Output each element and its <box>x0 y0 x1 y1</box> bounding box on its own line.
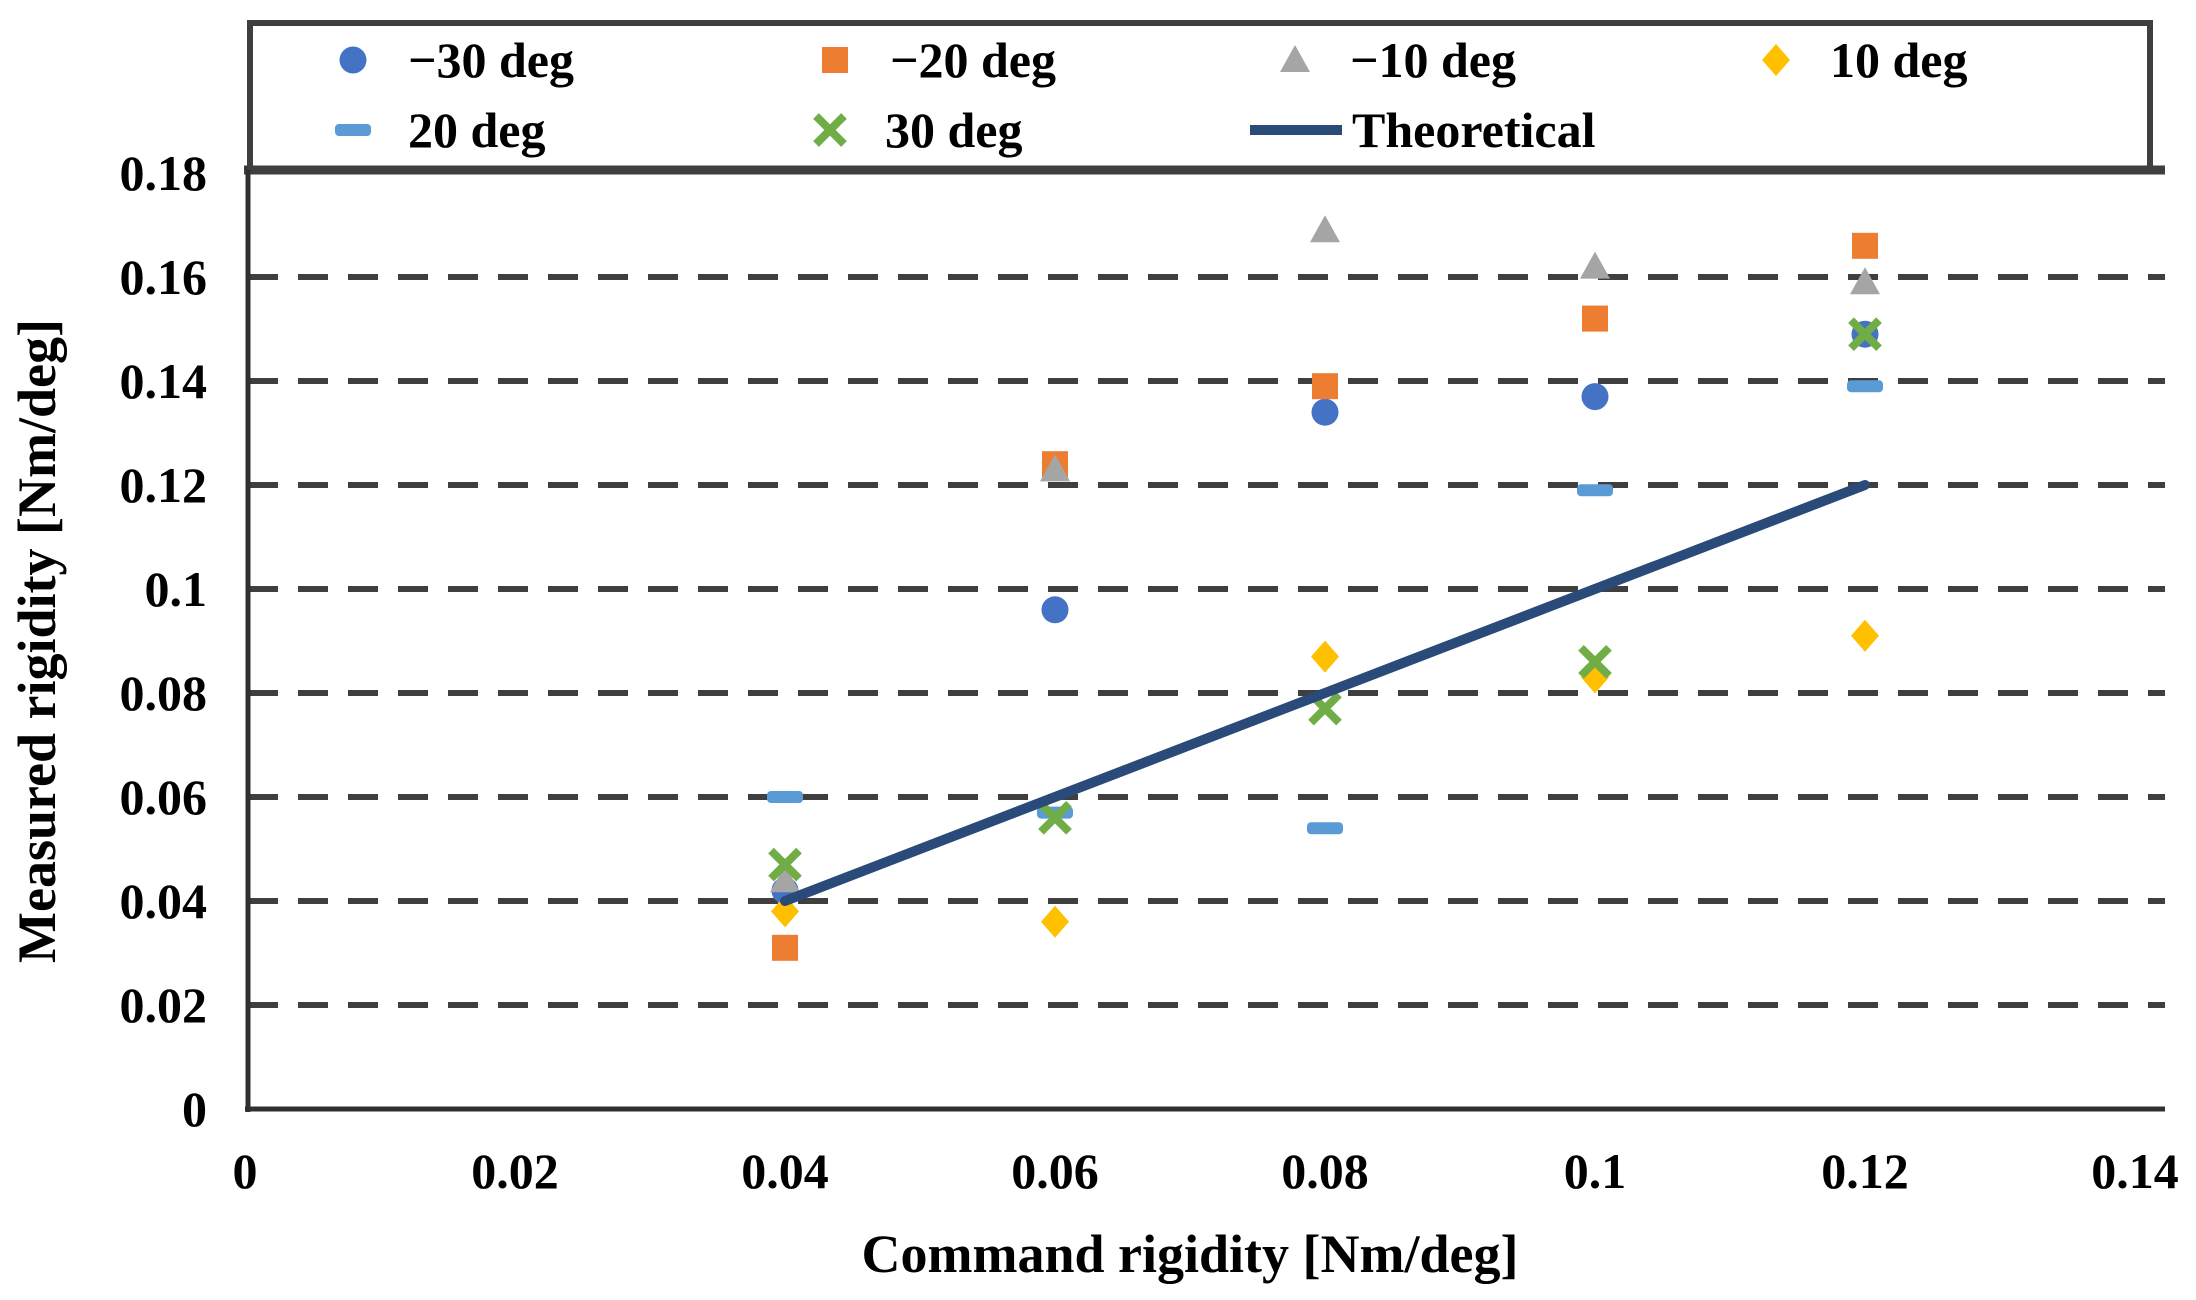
series-neg30-deg <box>771 320 1879 905</box>
y-tick-label-0.18: 0.18 <box>120 145 208 201</box>
legend-marker-neg10-deg <box>1280 45 1310 72</box>
y-tick-label-0.14: 0.14 <box>120 353 208 409</box>
x-tick-label-0.1: 0.1 <box>1564 1143 1627 1199</box>
point-neg10-deg-x0.08 <box>1310 215 1340 243</box>
theoretical-line <box>780 480 1870 906</box>
y-tick-label-0.12: 0.12 <box>120 457 208 513</box>
point-30-deg-x0.06 <box>1038 800 1072 835</box>
legend-label-10-deg: 10 deg <box>1830 32 1968 88</box>
data-series-group <box>767 215 1883 961</box>
series-neg10-deg <box>770 215 1880 893</box>
legend-label-neg10-deg: −10 deg <box>1350 32 1516 88</box>
point-30-deg-x0.12 <box>1848 317 1882 352</box>
x-tick-label-0.12: 0.12 <box>1821 1143 1909 1199</box>
point-neg30-deg-x0.08 <box>1311 398 1339 426</box>
point-10-deg-x0.06 <box>1041 905 1069 938</box>
point-neg10-deg-x0.04 <box>770 865 800 893</box>
point-neg30-deg-x0.1 <box>1581 383 1609 411</box>
series-neg20-deg <box>772 232 1878 961</box>
series-20-deg <box>767 380 1883 835</box>
x-axis-title: Command rigidity [Nm/deg] <box>862 1224 1519 1284</box>
theoretical-line-group <box>780 480 1870 906</box>
point-neg30-deg-x0.06 <box>1041 596 1069 624</box>
x-tick-label-0.04: 0.04 <box>741 1143 829 1199</box>
point-neg20-deg-x0.04 <box>772 934 798 961</box>
point-neg10-deg-x0.12 <box>1850 267 1880 295</box>
x-tick-label-0.06: 0.06 <box>1011 1143 1099 1199</box>
point-neg20-deg-x0.12 <box>1852 232 1878 259</box>
axes-group <box>244 165 2165 1112</box>
point-20-deg-x0.04 <box>767 791 803 803</box>
point-neg20-deg-x0.1 <box>1582 305 1608 332</box>
x-tick-label-0.14: 0.14 <box>2091 1143 2179 1199</box>
point-neg10-deg-x0.06 <box>1040 454 1070 482</box>
point-10-deg-x0.08 <box>1311 640 1339 673</box>
legend-border <box>247 20 2153 170</box>
point-30-deg-x0.04 <box>768 847 802 882</box>
x-tick-labels-group: 0 0.02 0.04 0.06 0.08 0.1 0.12 0.14 <box>233 1143 2179 1199</box>
y-tick-label-0.04: 0.04 <box>120 873 208 929</box>
legend-label-neg20-deg: −20 deg <box>890 32 1056 88</box>
legend-marker-10-deg <box>1762 44 1790 76</box>
legend-label-neg30-deg: −30 deg <box>408 32 574 88</box>
legend-box: −30 deg −20 deg −10 deg 10 deg 20 deg 30 deg T… <box>247 20 2153 170</box>
legend-label-30-deg: 30 deg <box>885 102 1023 158</box>
point-20-deg-x0.12 <box>1847 380 1883 393</box>
y-axis-title: Measured rigidity [Nm/deg] <box>7 319 67 963</box>
point-20-deg-x0.1 <box>1577 484 1613 497</box>
legend-label-20-deg: 20 deg <box>408 102 546 158</box>
y-tick-label-0.1: 0.1 <box>145 561 208 617</box>
legend-label-theoretical: Theoretical <box>1352 102 1596 158</box>
y-tick-label-0.16: 0.16 <box>120 249 208 305</box>
legend-marker-neg30-deg <box>339 46 367 74</box>
legend-marker-neg20-deg <box>822 47 848 73</box>
gridlines-group <box>248 274 2165 1008</box>
x-tick-label-0.02: 0.02 <box>471 1143 559 1199</box>
y-tick-label-0.02: 0.02 <box>120 977 208 1033</box>
series-10-deg <box>771 619 1879 938</box>
x-tick-label-0.08: 0.08 <box>1281 1143 1369 1199</box>
y-tick-label-0: 0 <box>182 1081 207 1137</box>
y-tick-label-0.08: 0.08 <box>120 665 208 721</box>
point-neg20-deg-x0.08 <box>1312 373 1338 400</box>
y-tick-labels-group: 0 0.02 0.04 0.06 0.08 0.1 0.12 0.14 0.16 0.18 <box>120 145 208 1137</box>
x-tick-label-0: 0 <box>233 1143 258 1199</box>
legend-marker-30-deg <box>813 113 847 147</box>
point-30-deg-x0.1 <box>1578 644 1612 679</box>
point-10-deg-x0.12 <box>1851 619 1879 652</box>
point-20-deg-x0.08 <box>1307 822 1343 835</box>
legend-marker-20-deg <box>335 124 371 136</box>
point-neg10-deg-x0.1 <box>1580 251 1610 279</box>
y-tick-label-0.06: 0.06 <box>120 769 208 825</box>
